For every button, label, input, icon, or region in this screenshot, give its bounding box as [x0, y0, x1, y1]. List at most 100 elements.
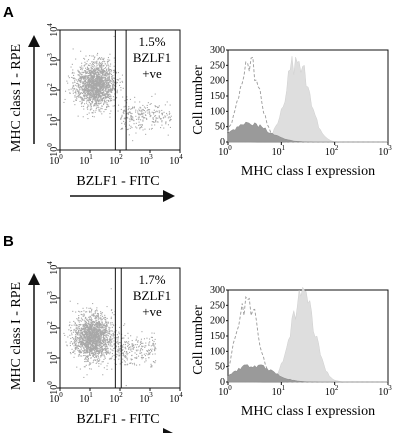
data-point [90, 93, 92, 95]
data-point [156, 111, 158, 113]
data-point [101, 330, 103, 332]
data-point [135, 115, 137, 117]
y-tick-label: 150 [210, 91, 225, 102]
data-point [94, 341, 96, 343]
data-point [92, 87, 94, 89]
data-point [146, 118, 148, 120]
data-point [80, 82, 82, 84]
data-point [93, 329, 95, 331]
data-point [101, 354, 103, 356]
data-point [130, 116, 132, 118]
data-point [71, 348, 73, 350]
data-point [101, 340, 103, 342]
data-point [110, 340, 112, 342]
data-point [97, 96, 99, 98]
data-point [91, 95, 93, 97]
data-point [85, 332, 87, 334]
data-point [72, 343, 74, 345]
data-point [100, 69, 102, 71]
data-point [101, 326, 103, 328]
data-point [96, 340, 98, 342]
data-point [86, 333, 88, 335]
data-point [153, 361, 155, 363]
data-point [161, 120, 163, 122]
data-point [81, 311, 83, 313]
data-point [154, 106, 156, 108]
data-point [73, 328, 75, 330]
data-point [102, 361, 104, 363]
data-point [131, 343, 133, 345]
data-point [92, 75, 94, 77]
data-point [74, 96, 76, 98]
data-point [109, 339, 111, 341]
data-point [97, 324, 99, 326]
data-point [101, 347, 103, 349]
data-point [82, 88, 84, 90]
data-point [97, 105, 99, 107]
data-point [112, 70, 114, 72]
data-point [88, 344, 90, 346]
data-point [97, 350, 99, 352]
data-point [88, 70, 90, 72]
data-point [111, 91, 113, 93]
data-point [88, 341, 90, 343]
data-point [93, 337, 95, 339]
data-point [151, 336, 153, 338]
data-point [138, 114, 140, 116]
data-point [84, 326, 86, 328]
data-point [81, 318, 83, 320]
data-point [100, 334, 102, 336]
data-point [97, 347, 99, 349]
data-point [139, 124, 141, 126]
data-point [116, 90, 118, 92]
data-point [95, 105, 97, 107]
data-point [126, 351, 128, 353]
data-point [124, 355, 126, 357]
data-point [78, 344, 80, 346]
data-point [99, 109, 101, 111]
data-point [94, 328, 96, 330]
data-point [80, 336, 82, 338]
data-point [77, 338, 79, 340]
data-point [92, 79, 94, 81]
data-point [85, 347, 87, 349]
data-point [106, 99, 108, 101]
data-point [138, 345, 140, 347]
data-point [107, 342, 109, 344]
data-point [108, 75, 110, 77]
data-point [75, 79, 77, 81]
data-point [138, 346, 140, 348]
data-point [95, 317, 97, 319]
data-point [87, 83, 89, 85]
data-point [79, 96, 81, 98]
data-point [91, 320, 93, 322]
data-point [151, 332, 153, 334]
data-point [103, 70, 105, 72]
data-point [96, 80, 98, 82]
data-point [169, 118, 171, 120]
data-point [146, 337, 148, 339]
data-point [83, 323, 85, 325]
data-point [132, 363, 134, 365]
data-point [120, 128, 122, 130]
data-point [113, 80, 115, 82]
data-point [85, 342, 87, 344]
data-point [89, 315, 91, 317]
data-point [154, 353, 156, 355]
data-point [119, 354, 121, 356]
data-point [140, 356, 142, 358]
data-point [80, 76, 82, 78]
data-point [151, 366, 153, 368]
data-point [84, 349, 86, 351]
data-point [166, 114, 168, 116]
data-point [75, 88, 77, 90]
data-point [124, 346, 126, 348]
data-point [117, 339, 119, 341]
data-point [79, 89, 81, 91]
data-point [91, 78, 93, 80]
data-point [97, 341, 99, 343]
data-point [110, 97, 112, 99]
data-point [103, 323, 105, 325]
data-point [81, 101, 83, 103]
data-point [98, 96, 100, 98]
